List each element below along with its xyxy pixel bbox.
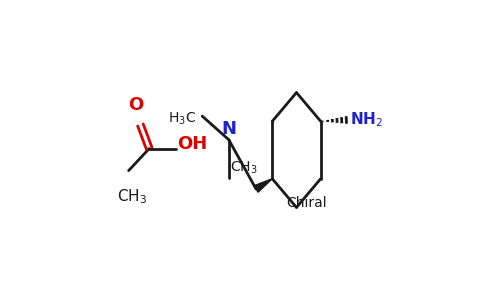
Text: Chiral: Chiral [287,196,327,210]
Text: NH$_2$: NH$_2$ [350,110,383,129]
Text: CH$_3$: CH$_3$ [117,187,147,206]
Polygon shape [254,179,272,192]
Text: CH$_3$: CH$_3$ [230,160,258,176]
Text: H$_3$C: H$_3$C [168,111,197,127]
Text: OH: OH [177,135,208,153]
Text: O: O [128,96,144,114]
Text: N: N [221,120,236,138]
